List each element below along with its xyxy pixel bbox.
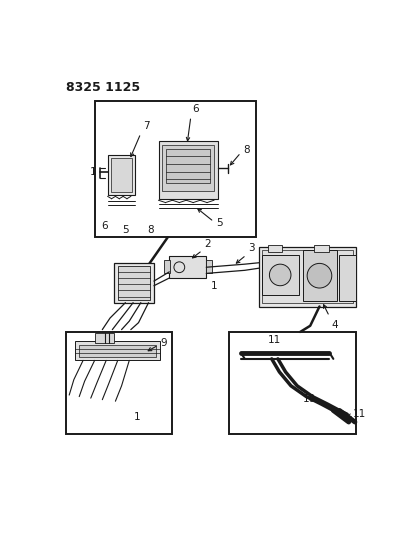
Bar	[94, 334, 114, 343]
Bar	[66, 332, 171, 433]
Bar	[229, 332, 355, 433]
Bar	[169, 256, 206, 278]
Bar	[158, 141, 217, 199]
Bar	[206, 260, 212, 273]
Bar	[162, 145, 213, 191]
Bar	[261, 255, 298, 295]
Bar	[110, 158, 132, 192]
Bar	[302, 251, 336, 301]
Circle shape	[269, 264, 290, 286]
Bar	[75, 341, 160, 360]
Text: 7: 7	[143, 121, 149, 131]
Bar	[117, 265, 150, 300]
Text: 8: 8	[243, 145, 249, 155]
Bar	[267, 245, 281, 252]
Bar	[94, 101, 256, 237]
Text: 1: 1	[210, 281, 217, 291]
Bar	[313, 245, 329, 252]
Text: 11: 11	[267, 335, 280, 345]
Text: 8325 1125: 8325 1125	[66, 81, 140, 94]
Text: 1: 1	[90, 167, 97, 177]
Text: 9: 9	[160, 338, 166, 349]
Text: 5: 5	[122, 224, 128, 235]
Bar	[108, 155, 135, 195]
Bar	[338, 255, 355, 301]
Text: 8: 8	[147, 224, 154, 235]
Text: 11: 11	[352, 409, 365, 419]
Text: 2: 2	[204, 239, 211, 249]
Text: 5: 5	[216, 219, 222, 228]
Text: 1: 1	[133, 411, 140, 422]
Bar	[166, 149, 210, 183]
Text: 4: 4	[330, 320, 337, 329]
Bar	[79, 345, 156, 357]
Bar	[114, 263, 153, 303]
Text: 6: 6	[192, 104, 198, 114]
Text: 6: 6	[101, 221, 108, 231]
Circle shape	[306, 263, 331, 288]
Bar	[261, 251, 352, 303]
Bar	[164, 260, 170, 273]
Bar	[258, 247, 355, 306]
Text: 3: 3	[248, 244, 255, 253]
Text: 10: 10	[302, 394, 315, 404]
